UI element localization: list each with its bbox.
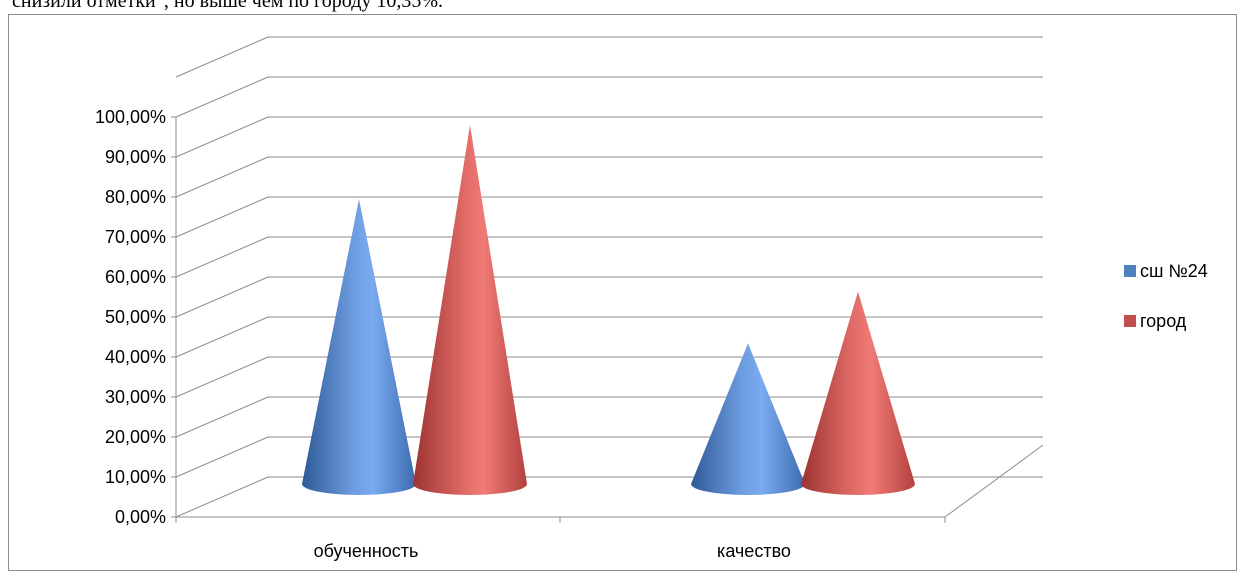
- y-tick-label: 0,00%: [115, 507, 166, 527]
- cone-school-0: [302, 199, 416, 495]
- cone-city-1: [801, 291, 915, 495]
- y-tick-label: 10,00%: [105, 467, 166, 487]
- label-layer: 0,00% 10,00% 20,00% 30,00% 40,00% 50,00% 60,00…: [95, 107, 791, 561]
- y-tick-label: 90,00%: [105, 147, 166, 167]
- y-tick-label: 80,00%: [105, 187, 166, 207]
- legend-label: сш №24: [1140, 261, 1208, 281]
- category-label: качество: [717, 541, 791, 561]
- legend-label: город: [1140, 311, 1187, 331]
- y-tick-label: 30,00%: [105, 387, 166, 407]
- y-tick-label: 40,00%: [105, 347, 166, 367]
- gridline-side: [175, 36, 269, 78]
- gridline-side: [175, 436, 269, 478]
- caption-text: снизили отметки", но выше чем по городу …: [12, 0, 444, 12]
- gridline-side: [175, 76, 269, 118]
- gridline-side: [175, 356, 269, 398]
- gridline-side: [175, 236, 269, 278]
- grid-layer: [171, 36, 1044, 523]
- gridline-side: [175, 116, 269, 158]
- gridline-side: [175, 476, 269, 518]
- gridline-side: [175, 156, 269, 198]
- gridline-side: [175, 276, 269, 318]
- gridline-side: [175, 196, 269, 238]
- y-tick-label: 60,00%: [105, 267, 166, 287]
- chart-frame: [8, 14, 1237, 571]
- gridline-side: [175, 316, 269, 358]
- floor-right-edge: [944, 444, 1044, 518]
- legend-swatch: [1124, 265, 1136, 277]
- legend-swatch: [1124, 315, 1136, 327]
- cone-city-0: [413, 125, 527, 495]
- legend: сш №24 город: [1124, 261, 1208, 331]
- category-label: обученность: [314, 541, 419, 561]
- y-tick-label: 20,00%: [105, 427, 166, 447]
- cone-school-1: [691, 343, 805, 495]
- y-tick-label: 70,00%: [105, 227, 166, 247]
- cone-layer: [302, 125, 915, 495]
- y-tick-label: 50,00%: [105, 307, 166, 327]
- gridline-side: [175, 396, 269, 438]
- y-tick-label: 100,00%: [95, 107, 166, 127]
